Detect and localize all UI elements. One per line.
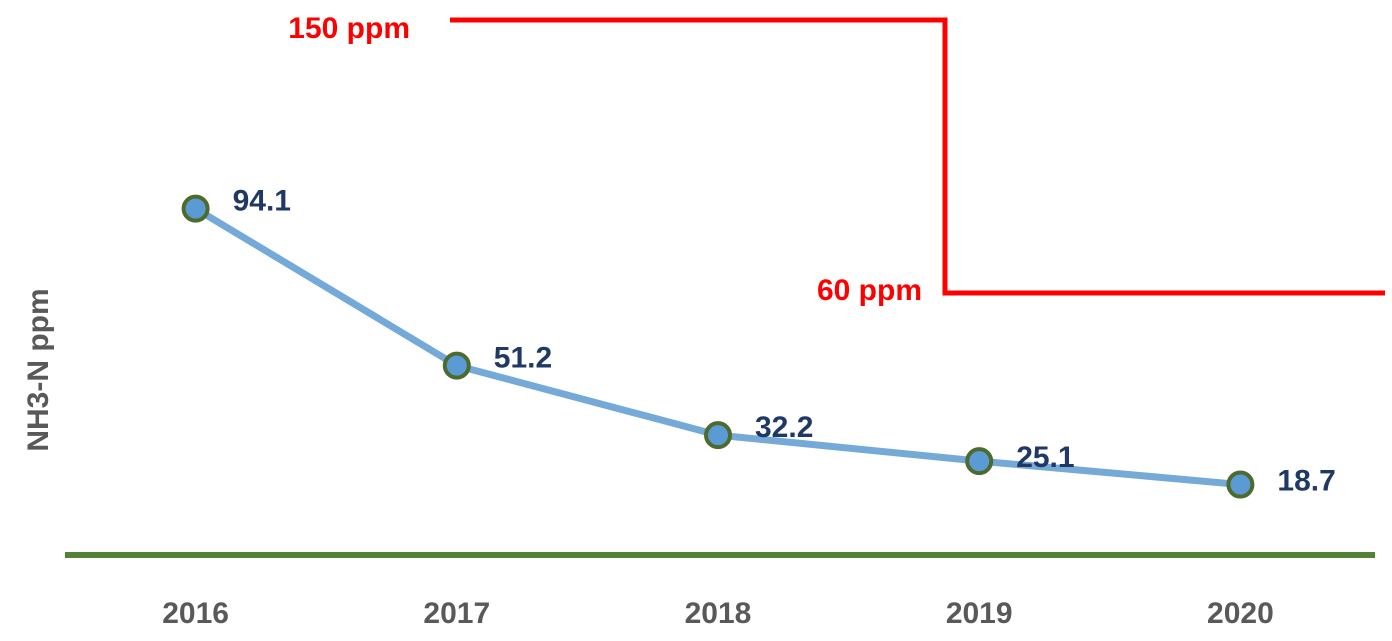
data-label: 18.7 (1277, 464, 1335, 497)
x-tick-label: 2020 (1207, 597, 1274, 630)
data-point (181, 194, 210, 223)
data-point (442, 351, 471, 380)
threshold-line (450, 17, 1385, 296)
annotation: 150 ppm (288, 12, 410, 45)
data-label: 94.1 (233, 185, 291, 218)
data-label: 51.2 (494, 342, 552, 375)
data-label: 25.1 (1016, 441, 1074, 474)
data-point (704, 421, 732, 450)
y-axis-label: NH3-N ppm (22, 288, 55, 451)
x-tick-label: 2018 (685, 597, 752, 630)
x-tick-label: 2016 (162, 597, 229, 630)
x-tick-label: 2017 (423, 597, 490, 630)
data-point (965, 447, 994, 476)
data-label: 32.2 (755, 411, 813, 444)
annotation: 60 ppm (817, 274, 922, 307)
x-tick-label: 2019 (946, 597, 1013, 630)
data-point (1226, 470, 1255, 499)
